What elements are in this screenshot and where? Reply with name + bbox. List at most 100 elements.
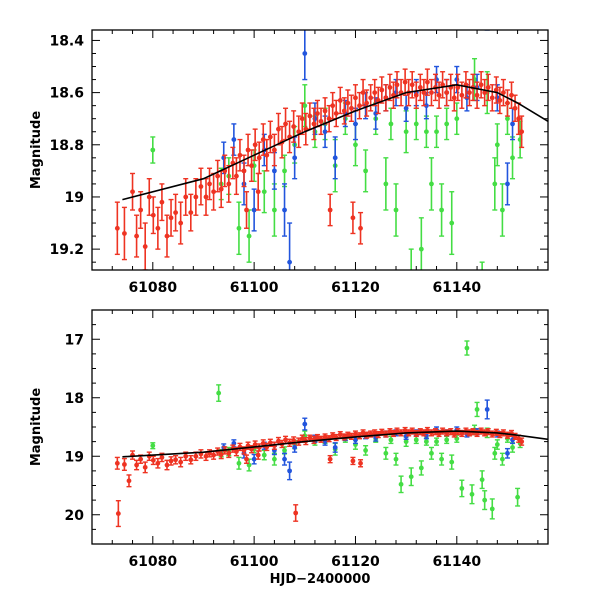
top-red-point (314, 99, 320, 128)
top-red-point (134, 214, 140, 258)
bottom-green-point (469, 484, 475, 505)
top-red-marker (234, 173, 239, 179)
top-red-point (493, 76, 499, 104)
top-red-marker (455, 84, 461, 90)
top-red-marker (485, 84, 491, 90)
bottom-red-marker (379, 429, 385, 435)
bottom-green-point (474, 401, 480, 418)
bottom-blue-marker (505, 450, 510, 456)
bottom-red-marker (226, 450, 232, 456)
top-blue-marker (332, 155, 338, 161)
top-red-marker (387, 84, 393, 90)
top-green-marker (515, 377, 520, 382)
top-x-tick-label: 61120 (331, 280, 380, 296)
top-green-point (454, 102, 460, 136)
top-red-marker (146, 194, 152, 200)
bottom-blue-marker (287, 468, 292, 474)
top-red-point (198, 167, 204, 206)
top-red-marker (267, 134, 273, 140)
bottom-green-point (388, 435, 394, 445)
top-green-point (449, 191, 455, 256)
bottom-red-marker (150, 457, 156, 463)
bottom-green-marker (408, 474, 414, 480)
bottom-green-marker (150, 443, 156, 449)
bottom-green-point (428, 446, 434, 460)
top-red-point (497, 86, 503, 115)
bottom-red-marker (126, 478, 132, 484)
top-green-marker (353, 142, 358, 148)
top-red-marker (429, 90, 434, 96)
bottom-red-marker (260, 440, 266, 446)
bottom-green-point (413, 435, 419, 445)
bottom-green-point (482, 490, 488, 511)
top-green-marker (236, 225, 242, 231)
bottom-red-marker (350, 458, 356, 464)
bottom-red-point (327, 454, 333, 464)
top-red-point (372, 78, 378, 107)
top-red-marker (311, 121, 317, 127)
top-red-marker (474, 92, 480, 98)
top-blue-point (287, 222, 293, 270)
bottom-red-point (121, 457, 127, 471)
top-red-marker (451, 95, 457, 101)
top-blue-point (282, 183, 288, 237)
bottom-red-point (183, 451, 189, 462)
bottom-red-marker (322, 434, 328, 440)
top-red-point (387, 73, 393, 102)
bottom-red-point (519, 437, 525, 446)
bottom-green-marker (261, 452, 267, 458)
top-red-marker (283, 121, 288, 127)
top-red-point (296, 115, 302, 149)
top-red-point (333, 99, 339, 128)
top-green-point (393, 183, 399, 237)
bottom-green-marker (479, 477, 485, 483)
bottom-green-marker (500, 456, 505, 462)
top-red-point (327, 193, 333, 227)
top-green-point (413, 107, 419, 141)
bottom-green-marker (494, 442, 500, 447)
bottom-red-point (173, 454, 179, 465)
bottom-red-marker (459, 431, 465, 436)
top-red-marker (417, 84, 423, 90)
top-red-point (474, 81, 480, 109)
bottom-red-marker (211, 452, 217, 458)
bottom-red-point (155, 457, 161, 469)
top-green-marker (363, 168, 368, 174)
bottom-blue-point (504, 447, 510, 459)
bottom-red-point (142, 461, 148, 474)
top-green-marker (429, 181, 434, 187)
top-red-point (352, 84, 358, 112)
top-red-point (436, 81, 442, 109)
top-red-marker (505, 100, 510, 106)
bottom-green-marker (510, 445, 515, 450)
top-red-marker (241, 168, 247, 174)
top-red-point (402, 68, 408, 96)
bottom-red-marker (122, 462, 127, 467)
top-red-point (379, 76, 385, 104)
bottom-red-point (134, 459, 140, 471)
bottom-red-marker (291, 438, 297, 443)
bottom-red-point (130, 450, 136, 460)
top-red-point (440, 71, 446, 99)
top-x-tick-label: 61080 (128, 280, 177, 296)
top-red-point (155, 206, 161, 250)
top-red-marker (440, 82, 446, 88)
top-red-point (318, 107, 324, 136)
top-green-marker (449, 220, 455, 226)
bottom-green-point (434, 437, 440, 446)
top-red-marker (114, 225, 120, 231)
top-green-marker (480, 299, 485, 304)
top-red-marker (379, 87, 385, 93)
bottom-green-point (492, 446, 498, 460)
top-red-marker (134, 233, 139, 239)
top-red-point (424, 68, 430, 96)
bottom-blue-marker (353, 437, 358, 443)
top-red-marker (409, 82, 415, 88)
bottom-x-tick-label: 61140 (432, 554, 481, 570)
top-red-point (264, 138, 270, 172)
bottom-blue-point (251, 453, 257, 465)
bottom-green-point (464, 340, 470, 356)
top-green-marker (459, 338, 464, 343)
top-red-marker (173, 210, 179, 216)
top-red-marker (142, 244, 148, 249)
